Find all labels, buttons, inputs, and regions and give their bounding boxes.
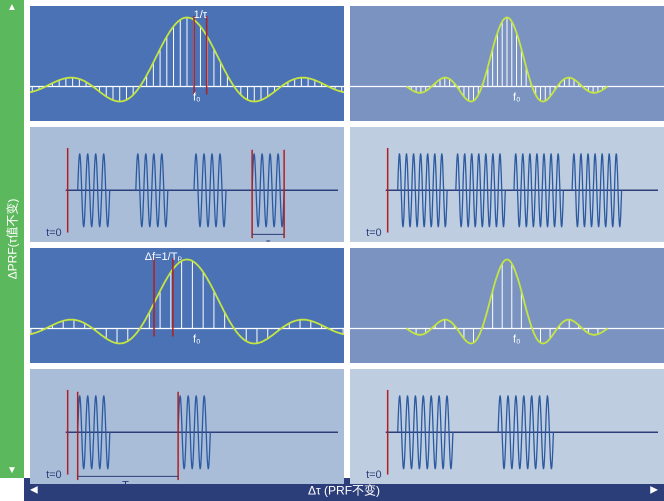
arrow-left-icon: ◀ — [30, 484, 38, 495]
arrow-down-icon: ▼ — [7, 465, 17, 476]
panel-r1-c1: t=0 — [350, 127, 664, 242]
panel-r3-c0: Tₚ t=0 — [30, 369, 344, 484]
svg-text:1/τ: 1/τ — [194, 9, 208, 21]
svg-text:t=0: t=0 — [366, 469, 382, 481]
arrow-right-icon: ▶ — [650, 484, 658, 495]
panel-r0-c0: 1/τ f₀ — [30, 6, 344, 121]
panel-r1-c0: τ t=0 — [30, 127, 344, 242]
arrow-up-icon: ▲ — [7, 2, 17, 13]
vertical-axis-bar: ▲ ΔPRF(τ值不变) ▼ — [0, 0, 24, 478]
svg-text:f₀: f₀ — [193, 334, 201, 346]
svg-text:t=0: t=0 — [46, 227, 62, 239]
vertical-axis-label: ΔPRF(τ值不变) — [4, 199, 21, 280]
svg-text:t=0: t=0 — [366, 227, 382, 239]
panel-r0-c1: f₀ — [350, 6, 664, 121]
svg-text:Tₚ: Tₚ — [122, 479, 134, 484]
svg-text:f₀: f₀ — [513, 92, 521, 104]
panel-r3-c1: t=0 — [350, 369, 664, 484]
svg-text:t=0: t=0 — [46, 469, 62, 481]
panel-r2-c1: f₀ — [350, 248, 664, 363]
svg-text:Δf=1/Tₚ: Δf=1/Tₚ — [145, 251, 183, 263]
svg-text:f₀: f₀ — [193, 92, 201, 104]
chart-grid: 1/τf₀f₀τt=0t=0Δf=1/Tₚf₀f₀Tₚt=0t=0 — [24, 0, 664, 478]
svg-text:τ: τ — [266, 237, 271, 242]
svg-text:f₀: f₀ — [513, 334, 521, 346]
panel-r2-c0: Δf=1/Tₚ f₀ — [30, 248, 344, 363]
